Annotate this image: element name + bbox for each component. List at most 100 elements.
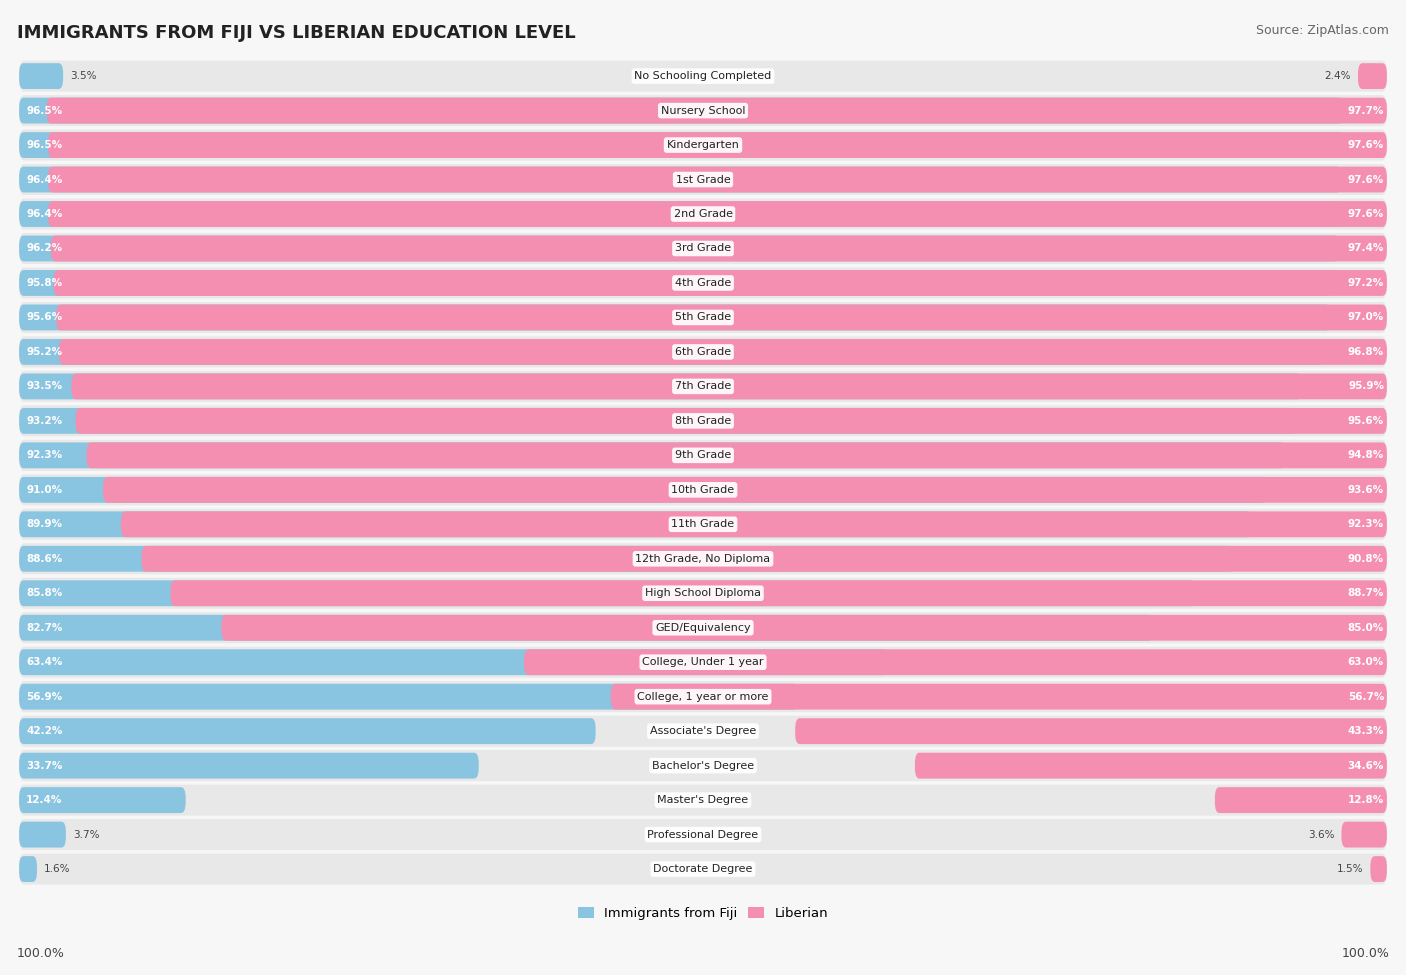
Text: 9th Grade: 9th Grade: [675, 450, 731, 460]
Text: 7th Grade: 7th Grade: [675, 381, 731, 391]
FancyBboxPatch shape: [20, 233, 1386, 264]
Text: 97.6%: 97.6%: [1348, 209, 1384, 219]
Text: 4th Grade: 4th Grade: [675, 278, 731, 288]
FancyBboxPatch shape: [20, 853, 1386, 884]
FancyBboxPatch shape: [20, 440, 1386, 471]
FancyBboxPatch shape: [20, 201, 1341, 227]
Text: 42.2%: 42.2%: [25, 726, 62, 736]
FancyBboxPatch shape: [20, 63, 63, 89]
Text: 3.7%: 3.7%: [73, 830, 100, 839]
FancyBboxPatch shape: [170, 580, 1386, 606]
FancyBboxPatch shape: [48, 201, 1386, 227]
Text: 56.7%: 56.7%: [1348, 691, 1384, 702]
FancyBboxPatch shape: [20, 60, 1386, 92]
FancyBboxPatch shape: [20, 543, 1386, 574]
Text: Kindergarten: Kindergarten: [666, 140, 740, 150]
FancyBboxPatch shape: [915, 753, 1386, 779]
Text: 10th Grade: 10th Grade: [672, 485, 734, 495]
Text: 8th Grade: 8th Grade: [675, 416, 731, 426]
Text: College, Under 1 year: College, Under 1 year: [643, 657, 763, 667]
FancyBboxPatch shape: [56, 304, 1386, 331]
Text: 12.4%: 12.4%: [25, 796, 62, 805]
FancyBboxPatch shape: [221, 615, 1386, 641]
FancyBboxPatch shape: [610, 683, 1386, 710]
Text: 90.8%: 90.8%: [1348, 554, 1384, 564]
FancyBboxPatch shape: [20, 236, 1339, 261]
Text: 12th Grade, No Diploma: 12th Grade, No Diploma: [636, 554, 770, 564]
Text: 97.4%: 97.4%: [1348, 244, 1384, 254]
FancyBboxPatch shape: [20, 578, 1386, 608]
Text: 95.6%: 95.6%: [1348, 416, 1384, 426]
Text: 85.0%: 85.0%: [1348, 623, 1384, 633]
FancyBboxPatch shape: [20, 96, 1386, 126]
Text: 2.4%: 2.4%: [1324, 71, 1351, 81]
Text: 96.5%: 96.5%: [25, 105, 62, 116]
FancyBboxPatch shape: [20, 370, 1386, 402]
FancyBboxPatch shape: [20, 509, 1386, 540]
Text: Associate's Degree: Associate's Degree: [650, 726, 756, 736]
FancyBboxPatch shape: [48, 167, 1386, 192]
Text: 96.2%: 96.2%: [25, 244, 62, 254]
Text: 63.0%: 63.0%: [1348, 657, 1384, 667]
Text: 56.9%: 56.9%: [25, 691, 62, 702]
Legend: Immigrants from Fiji, Liberian: Immigrants from Fiji, Liberian: [572, 901, 834, 925]
Text: 97.2%: 97.2%: [1348, 278, 1384, 288]
Text: No Schooling Completed: No Schooling Completed: [634, 71, 772, 81]
FancyBboxPatch shape: [121, 511, 1386, 537]
Text: 88.7%: 88.7%: [1348, 588, 1384, 599]
FancyBboxPatch shape: [20, 580, 1195, 606]
FancyBboxPatch shape: [20, 270, 1333, 295]
Text: 97.6%: 97.6%: [1348, 175, 1384, 184]
FancyBboxPatch shape: [20, 511, 1251, 537]
Text: 96.8%: 96.8%: [1348, 347, 1384, 357]
FancyBboxPatch shape: [524, 649, 1386, 675]
FancyBboxPatch shape: [1371, 856, 1386, 882]
Text: 96.4%: 96.4%: [25, 175, 62, 184]
Text: 95.2%: 95.2%: [25, 347, 62, 357]
Text: 95.8%: 95.8%: [25, 278, 62, 288]
FancyBboxPatch shape: [20, 856, 37, 882]
FancyBboxPatch shape: [20, 408, 1298, 434]
Text: 93.6%: 93.6%: [1348, 485, 1384, 495]
Text: 89.9%: 89.9%: [25, 520, 62, 529]
FancyBboxPatch shape: [20, 339, 1324, 365]
Text: 97.0%: 97.0%: [1348, 312, 1384, 323]
FancyBboxPatch shape: [796, 719, 1386, 744]
Text: 97.6%: 97.6%: [1348, 140, 1384, 150]
Text: 97.7%: 97.7%: [1348, 105, 1384, 116]
Text: 92.3%: 92.3%: [1348, 520, 1384, 529]
FancyBboxPatch shape: [20, 646, 1386, 678]
FancyBboxPatch shape: [20, 612, 1386, 644]
Text: GED/Equivalency: GED/Equivalency: [655, 623, 751, 633]
Text: Nursery School: Nursery School: [661, 105, 745, 116]
FancyBboxPatch shape: [59, 339, 1386, 365]
FancyBboxPatch shape: [20, 819, 1386, 850]
FancyBboxPatch shape: [20, 304, 1330, 331]
FancyBboxPatch shape: [103, 477, 1386, 503]
Text: Master's Degree: Master's Degree: [658, 796, 748, 805]
Text: Professional Degree: Professional Degree: [647, 830, 759, 839]
Text: 3.5%: 3.5%: [70, 71, 97, 81]
FancyBboxPatch shape: [20, 133, 1343, 158]
Text: IMMIGRANTS FROM FIJI VS LIBERIAN EDUCATION LEVEL: IMMIGRANTS FROM FIJI VS LIBERIAN EDUCATI…: [17, 24, 575, 42]
Text: 93.5%: 93.5%: [25, 381, 62, 391]
Text: 95.6%: 95.6%: [25, 312, 62, 323]
Text: 93.2%: 93.2%: [25, 416, 62, 426]
FancyBboxPatch shape: [48, 133, 1386, 158]
FancyBboxPatch shape: [20, 474, 1386, 505]
FancyBboxPatch shape: [46, 98, 1386, 124]
FancyBboxPatch shape: [20, 753, 478, 779]
FancyBboxPatch shape: [1341, 822, 1386, 847]
Text: 94.8%: 94.8%: [1348, 450, 1384, 460]
Text: 34.6%: 34.6%: [1348, 760, 1384, 770]
FancyBboxPatch shape: [20, 719, 596, 744]
FancyBboxPatch shape: [20, 546, 1234, 571]
FancyBboxPatch shape: [1358, 63, 1386, 89]
Text: 1.6%: 1.6%: [44, 864, 70, 874]
FancyBboxPatch shape: [142, 546, 1386, 571]
Text: 33.7%: 33.7%: [25, 760, 62, 770]
FancyBboxPatch shape: [20, 302, 1386, 332]
FancyBboxPatch shape: [20, 787, 186, 813]
FancyBboxPatch shape: [20, 716, 1386, 747]
Text: 96.5%: 96.5%: [25, 140, 62, 150]
